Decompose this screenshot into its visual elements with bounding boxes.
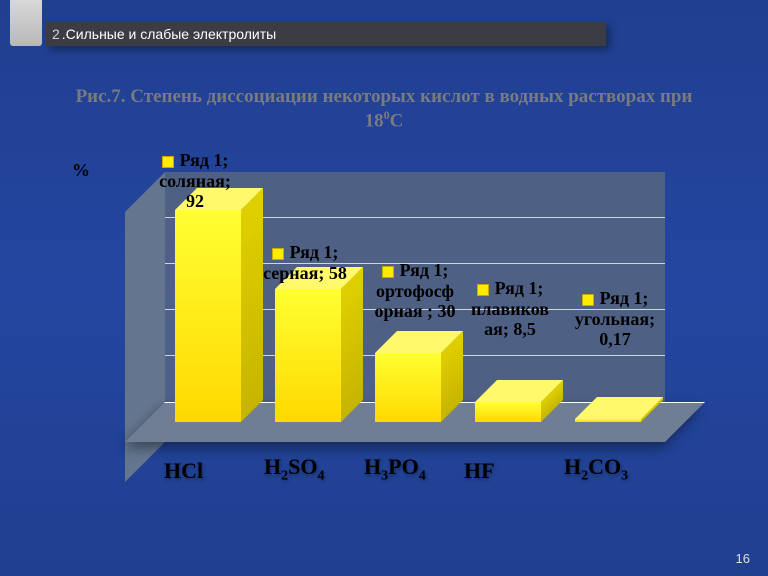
section-bar: 2 .Сильные и слабые электролиты [46, 22, 606, 46]
legend-marker-icon [477, 284, 489, 296]
chart-title: Рис.7. Степень диссоциации некоторых кис… [0, 86, 768, 132]
x-axis-label: H2SO4 [264, 454, 324, 484]
y-axis-label: % [72, 160, 90, 181]
side-accent [10, 0, 42, 46]
chart-title-suffix: С [390, 110, 404, 131]
x-axis-label: HF [464, 458, 495, 484]
legend-marker-icon [582, 294, 594, 306]
legend-marker-icon [382, 266, 394, 278]
data-label: Ряд 1; соляная; 92 [130, 150, 260, 212]
x-axis-label: HCl [164, 458, 203, 484]
x-axis: HCl H2SO4 H3PO4 HF H2CO3 [160, 446, 680, 490]
slide: 2 .Сильные и слабые электролиты Рис.7. С… [0, 0, 768, 576]
legend-marker-icon [162, 156, 174, 168]
x-axis-label: H2CO3 [564, 454, 628, 484]
chart-stage: % Ряд 1; соляная; 92 Ряд 1; серная; 58 Р… [100, 150, 690, 490]
data-label: Ряд 1; угольная; 0,17 [550, 288, 680, 350]
legend-marker-icon [272, 248, 284, 260]
section-title: .Сильные и слабые электролиты [62, 26, 276, 42]
page-number: 16 [736, 551, 750, 566]
section-number: 2 [52, 26, 60, 42]
x-axis-label: H3PO4 [364, 454, 426, 484]
